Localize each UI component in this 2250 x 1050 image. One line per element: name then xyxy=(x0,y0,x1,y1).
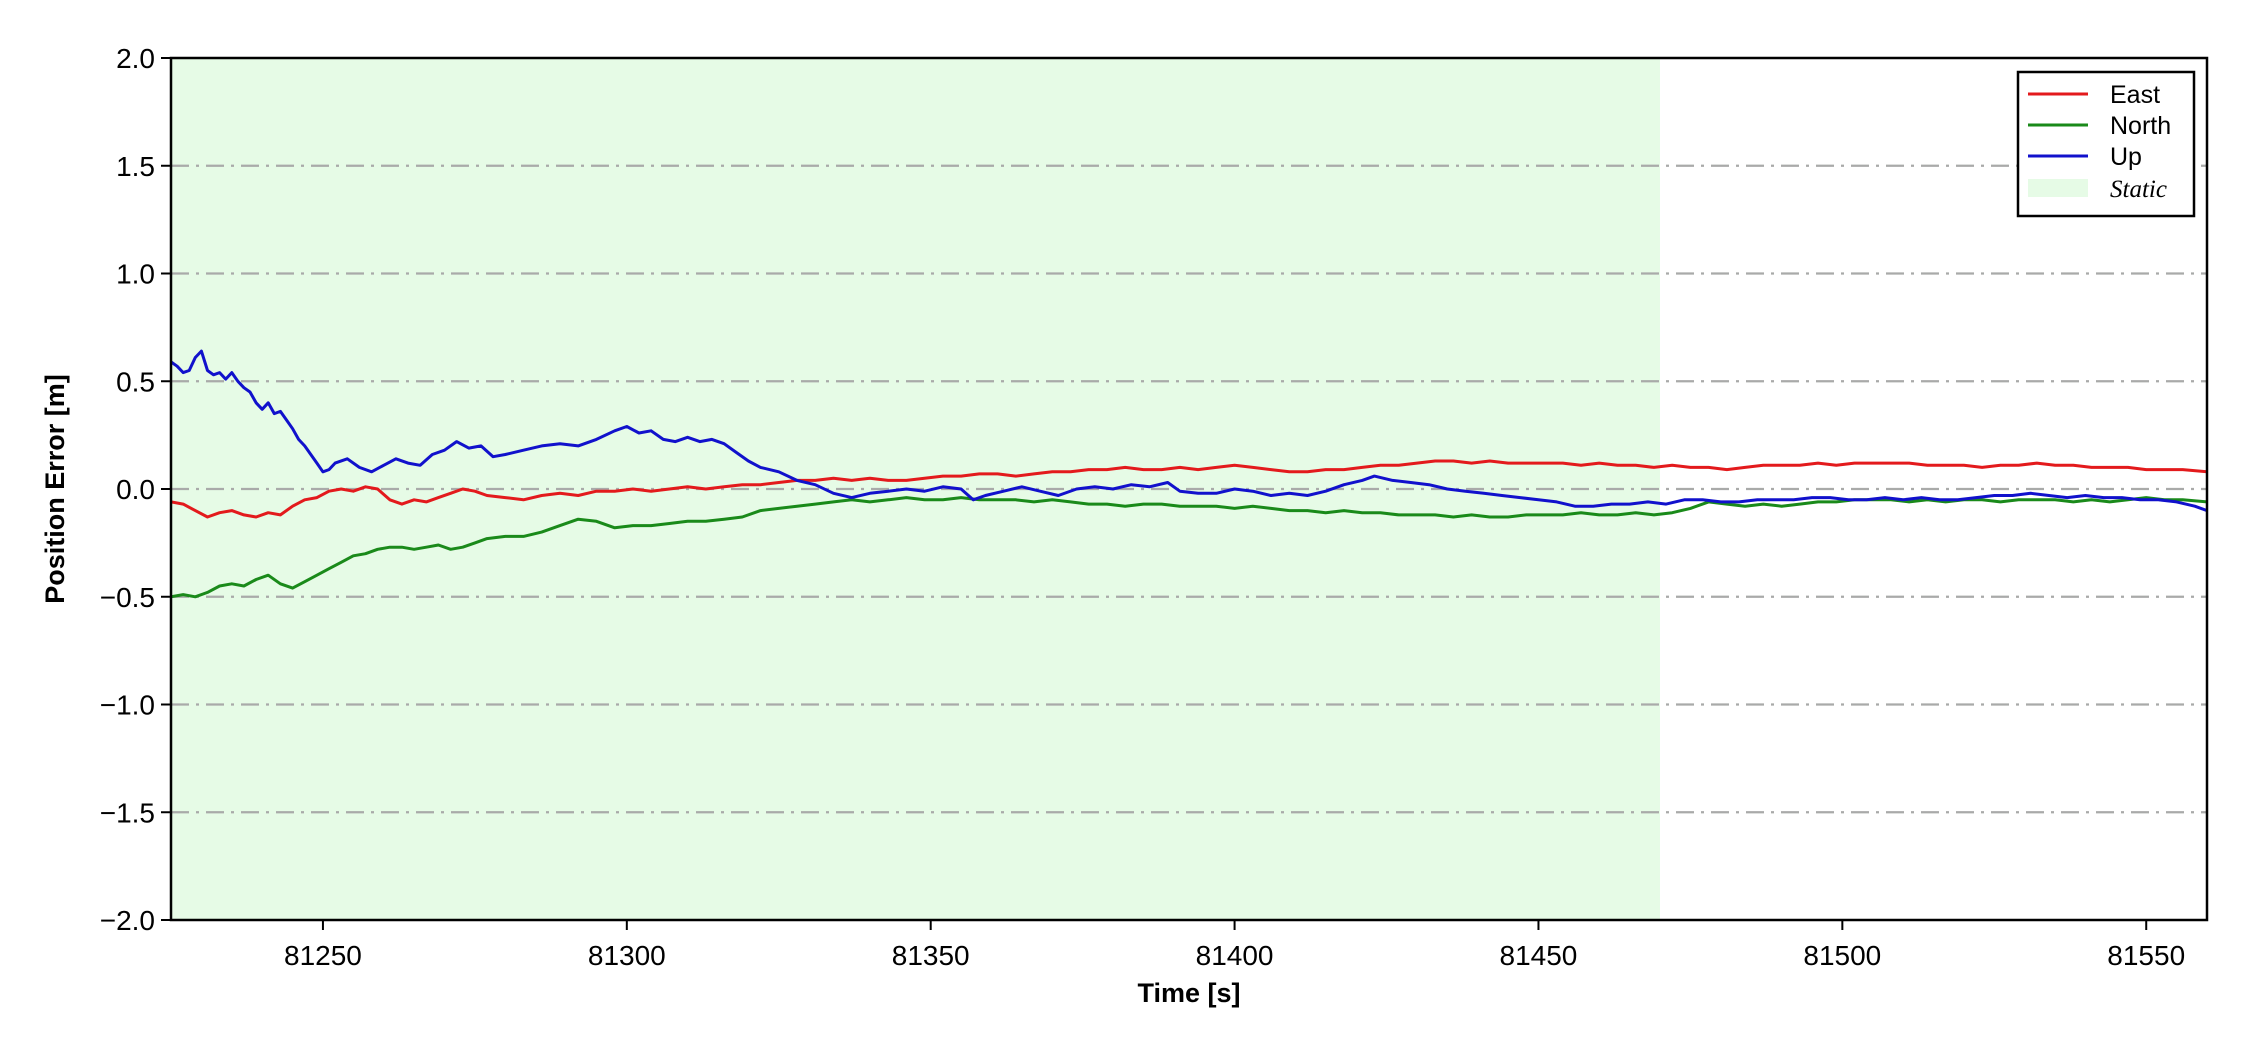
y-tick-label: −1.5 xyxy=(100,797,155,828)
legend-label-static: Static xyxy=(2110,176,2167,203)
x-tick-label: 81400 xyxy=(1196,940,1274,971)
series-line-up xyxy=(171,349,2207,513)
series-line-east xyxy=(171,459,2207,519)
legend-label-east: East xyxy=(2110,81,2160,109)
y-tick-label: −1.0 xyxy=(100,690,155,721)
y-tick-label: 2.0 xyxy=(116,43,155,74)
y-tick-label: 0.0 xyxy=(116,474,155,505)
y-axis-ticks: −2.0 −1.5 −1.0 −0.5 0.0 0.5 1.0 1.5 2.0 xyxy=(100,43,171,936)
series-lines xyxy=(171,349,2207,599)
x-axis-ticks: 81250 81300 81350 81400 81450 81500 81550 xyxy=(284,920,2185,971)
x-tick-label: 81550 xyxy=(2107,940,2185,971)
x-tick-label: 81450 xyxy=(1500,940,1578,971)
y-tick-label: −0.5 xyxy=(100,582,155,613)
x-axis-label: Time [s] xyxy=(1137,978,1240,1008)
x-tick-label: 81300 xyxy=(588,940,666,971)
y-tick-label: 1.5 xyxy=(116,151,155,182)
legend-swatch-static xyxy=(2028,179,2088,197)
legend-label-north: North xyxy=(2110,112,2171,140)
x-tick-label: 81250 xyxy=(284,940,362,971)
y-tick-label: −2.0 xyxy=(100,905,155,936)
legend: East North Up Static xyxy=(2016,70,2196,218)
legend-label-up: Up xyxy=(2110,143,2142,171)
series-line-north xyxy=(171,496,2207,599)
y-tick-label: 0.5 xyxy=(116,366,155,397)
y-axis-label: Position Error [m] xyxy=(40,374,70,604)
x-tick-label: 81350 xyxy=(892,940,970,971)
y-gridlines xyxy=(171,164,2207,814)
x-tick-label: 81500 xyxy=(1803,940,1881,971)
y-tick-label: 1.0 xyxy=(116,259,155,290)
